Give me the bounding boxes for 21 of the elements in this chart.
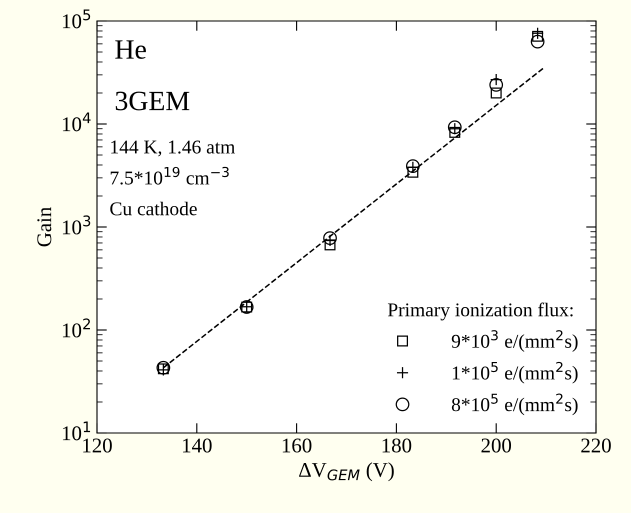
y-tick-label: 10$^{5}$	[62, 10, 90, 28]
legend-label: 1*10$^{5}$ e/(mm$^{2}$s)	[452, 362, 578, 384]
legend-label: 8*10$^{5}$ e/(mm$^{2}$s)	[452, 394, 578, 416]
x-tick-label: 140	[183, 438, 212, 453]
y-axis-title: Gain	[37, 207, 52, 246]
y-tick-label: 10$^{2}$	[62, 318, 90, 338]
x-tick-label: 200	[481, 438, 512, 453]
annotation: Cu cathode	[110, 202, 197, 216]
annotation: 7.5*10$^{19}$ cm$^{−3}$	[110, 166, 229, 185]
annotation: 144 K, 1.46 atm	[111, 140, 236, 156]
legend-title: Primary ionization flux:	[388, 302, 573, 320]
legend-label: 9*10$^{3}$ e/(mm$^{2}$s)	[452, 330, 578, 352]
x-tick-label: 220	[581, 438, 611, 453]
x-tick-label: 180	[382, 438, 412, 453]
y-tick-label: 10$^{3}$	[62, 215, 90, 234]
y-tick-label: 10$^{4}$	[62, 112, 91, 132]
annotation: He	[115, 40, 146, 59]
x-tick-label: 160	[282, 438, 312, 453]
x-axis-title: ΔV$_{GEM}$ (V)	[299, 462, 394, 482]
annotation: 3GEM	[116, 92, 190, 110]
x-tick-label: 120	[83, 438, 112, 453]
